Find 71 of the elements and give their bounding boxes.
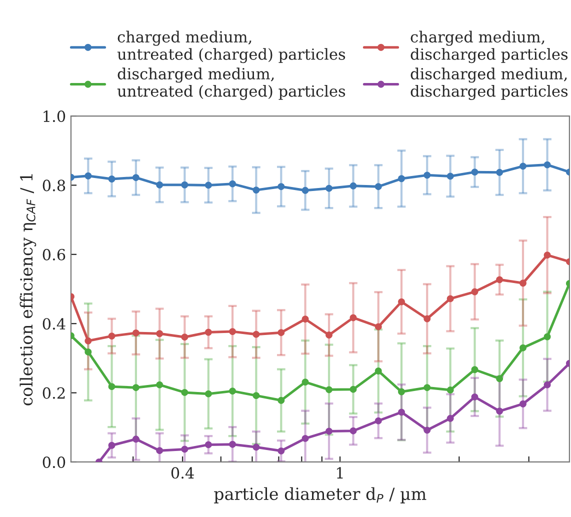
point: [471, 288, 478, 296]
point: [181, 388, 188, 396]
point: [398, 298, 405, 306]
point: [496, 276, 504, 284]
point: [326, 386, 332, 394]
point: [544, 333, 551, 340]
point: [252, 186, 260, 194]
point: [132, 329, 140, 336]
point: [424, 315, 431, 322]
point: [398, 175, 405, 182]
point: [204, 390, 212, 398]
point: [229, 328, 236, 336]
point: [446, 386, 454, 394]
y-tick-label: 0.6: [42, 248, 66, 260]
point: [326, 184, 332, 192]
point: [544, 252, 551, 259]
point: [156, 381, 164, 388]
point: [278, 396, 285, 404]
point: [446, 295, 454, 302]
point: [84, 348, 92, 356]
point: [156, 330, 164, 338]
point: [520, 162, 526, 170]
point: [132, 384, 140, 392]
point: [446, 172, 454, 180]
point: [181, 181, 188, 188]
point: [544, 161, 551, 168]
point: [132, 174, 140, 182]
point: [204, 182, 212, 189]
y-axis-title: collection efficiency η$_{CAF}$ / 1: [20, 174, 36, 406]
point: [496, 375, 504, 382]
point: [374, 368, 382, 374]
y-tick-label: 0.8: [42, 180, 66, 192]
point: [424, 172, 431, 179]
point: [181, 334, 188, 341]
point: [229, 388, 236, 395]
point: [302, 378, 309, 386]
point: [350, 182, 357, 190]
point: [471, 168, 478, 176]
x-axis-title: particle diameter d$_{P}$ / µm: [214, 487, 426, 504]
legend-label: discharged medium, discharged particles: [410, 68, 568, 100]
point: [84, 172, 92, 180]
point: [278, 329, 285, 336]
point: [108, 383, 116, 390]
x-tick-label: 1: [337, 467, 343, 478]
y-tick-label: 0.0: [42, 456, 66, 468]
point: [302, 316, 309, 323]
point: [108, 332, 116, 340]
point: [471, 366, 478, 374]
point: [350, 386, 357, 393]
point: [326, 332, 332, 338]
y-tick-label: 0.2: [42, 387, 65, 399]
point: [229, 180, 236, 188]
point: [302, 186, 309, 194]
point: [278, 183, 285, 190]
point: [424, 384, 431, 392]
y-tick-label: 0.4: [42, 318, 66, 330]
point: [84, 337, 92, 344]
point: [398, 388, 405, 396]
point: [496, 168, 504, 176]
point: [350, 314, 357, 322]
y-tick-label: 1.0: [44, 110, 66, 122]
point: [520, 344, 526, 352]
point: [108, 176, 116, 182]
point: [252, 392, 260, 400]
legend-label: discharged medium, untreated (charged) particles: [117, 68, 346, 100]
point: [204, 328, 212, 336]
point: [374, 183, 382, 190]
point: [252, 330, 260, 338]
point: [374, 323, 382, 330]
point: [520, 280, 526, 287]
point: [156, 181, 164, 188]
